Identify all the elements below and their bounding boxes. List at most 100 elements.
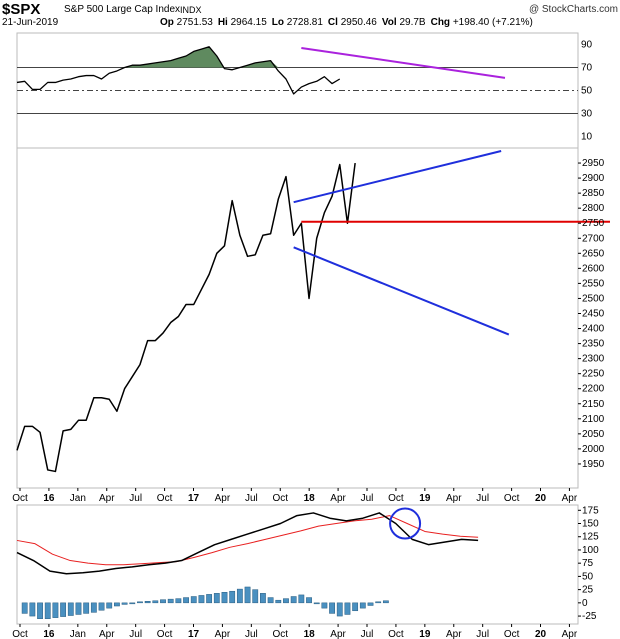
quote-cl: Cl 2950.46 — [327, 17, 377, 28]
histogram-bar — [190, 596, 197, 604]
index-name: S&P 500 Large Cap Index — [64, 4, 181, 15]
histogram-bar — [229, 590, 236, 604]
x-tick-label: Oct — [12, 493, 28, 504]
histogram-bar — [367, 602, 374, 606]
x-tick-label: 20 — [535, 629, 547, 639]
macd-tick-label: 25 — [582, 585, 594, 596]
histogram-bar — [121, 602, 128, 605]
rsi-tick-label: 70 — [581, 63, 593, 74]
histogram-bar — [83, 602, 90, 614]
signal-line — [16, 515, 479, 566]
price-tick-label: 2950 — [582, 158, 605, 169]
price-trendline — [293, 246, 510, 336]
histogram-bar — [213, 593, 220, 604]
price-tick-label: 2450 — [582, 308, 605, 319]
x-tick-label: Oct — [157, 629, 173, 639]
price-tick-label: 2850 — [582, 188, 605, 199]
macd-tick-label: 0 — [582, 598, 588, 609]
x-tick-label: 17 — [188, 629, 200, 639]
price-tick-label: 1950 — [582, 459, 605, 470]
histogram-bar — [106, 602, 113, 609]
price-tick-label: 2250 — [582, 369, 605, 380]
macd-tick-label: -25 — [582, 611, 597, 622]
histogram-bar — [144, 601, 151, 604]
price-line — [16, 162, 356, 473]
rsi-line — [16, 46, 341, 95]
x-tick-label: Apr — [99, 493, 115, 504]
credit-text[interactable]: @ StockCharts.com — [528, 4, 618, 15]
histogram-bar — [252, 589, 259, 604]
price-tick-label: 2550 — [582, 278, 605, 289]
quote-op: Op 2751.53 — [160, 17, 213, 28]
x-tick-label: Oct — [157, 493, 173, 504]
price-tick-label: 2200 — [582, 384, 605, 395]
price-tick-label: 2900 — [582, 173, 605, 184]
histogram-bar — [183, 597, 189, 604]
quote-hi: Hi 2964.15 — [217, 17, 267, 28]
x-tick-label: Oct — [12, 629, 28, 639]
price-tick-label: 2100 — [582, 414, 605, 425]
x-tick-label: Apr — [562, 629, 578, 639]
price-tick-label: 2350 — [582, 339, 605, 350]
x-tick-label: 20 — [535, 493, 547, 504]
x-tick-label: Oct — [272, 493, 288, 504]
price-tick-label: 2650 — [582, 248, 605, 259]
x-tick-label: 19 — [419, 629, 431, 639]
quote-chg: Chg +198.40 (+7.21%) — [430, 17, 533, 28]
x-tick-label: Jul — [245, 629, 258, 639]
histogram-bar — [152, 600, 159, 604]
histogram-bar — [21, 602, 28, 614]
macd-tick-label: 50 — [582, 571, 594, 582]
x-tick-label: Jul — [129, 629, 142, 639]
histogram-bar — [275, 599, 282, 604]
x-tick-label: 16 — [43, 629, 55, 639]
chart-date: 21-Jun-2019 — [2, 17, 59, 28]
quote-bar: Op 2751.53 Hi 2964.15 Lo 2728.81 Cl 2950.46… — [160, 17, 538, 28]
histogram-bar — [75, 602, 82, 615]
x-tick-label: Jul — [245, 493, 258, 504]
price-tick-label: 2300 — [582, 354, 605, 365]
histogram-bar — [306, 597, 312, 604]
histogram-bar — [137, 601, 143, 604]
histogram-bar — [206, 594, 213, 604]
x-tick-label: 18 — [304, 629, 316, 639]
histogram-bar — [313, 602, 320, 605]
price-tick-label: 2800 — [582, 203, 605, 214]
histogram-bar — [375, 601, 382, 604]
x-tick-label: 19 — [419, 493, 431, 504]
histogram-bar — [29, 602, 36, 617]
x-tick-label: 16 — [43, 493, 55, 504]
histogram-bar — [160, 599, 166, 604]
price-panel-border — [16, 147, 579, 489]
histogram-bar — [44, 602, 51, 619]
x-tick-label: Apr — [215, 493, 231, 504]
x-tick-label: Jan — [70, 629, 86, 639]
macd-tick-label: 175 — [582, 505, 599, 516]
exchange-label: INDX — [180, 5, 202, 15]
histogram-bar — [175, 598, 182, 604]
x-tick-label: Oct — [388, 493, 404, 504]
x-tick-label: Apr — [99, 629, 115, 639]
x-tick-label: Apr — [446, 493, 462, 504]
price-tick-label: 2700 — [582, 233, 605, 244]
x-tick-label: Jan — [70, 493, 86, 504]
histogram-bar — [221, 592, 228, 604]
x-tick-label: Jul — [361, 493, 374, 504]
histogram-bar — [167, 598, 174, 604]
rsi-trendline — [301, 46, 506, 79]
price-tick-label: 2400 — [582, 324, 605, 335]
macd-tick-label: 75 — [582, 558, 594, 569]
histogram-bar — [344, 602, 351, 615]
x-tick-label: Oct — [504, 629, 520, 639]
histogram-bar — [290, 596, 297, 604]
histogram-bar — [90, 602, 97, 613]
price-tick-label: 2150 — [582, 399, 605, 410]
histogram-bar — [67, 602, 74, 616]
histogram-bar — [244, 586, 251, 604]
histogram-bar — [114, 602, 120, 607]
crossover-circle — [389, 507, 422, 540]
price-tick-label: 2050 — [582, 429, 605, 440]
price-trendline — [293, 150, 502, 204]
macd-panel-border — [16, 504, 579, 625]
